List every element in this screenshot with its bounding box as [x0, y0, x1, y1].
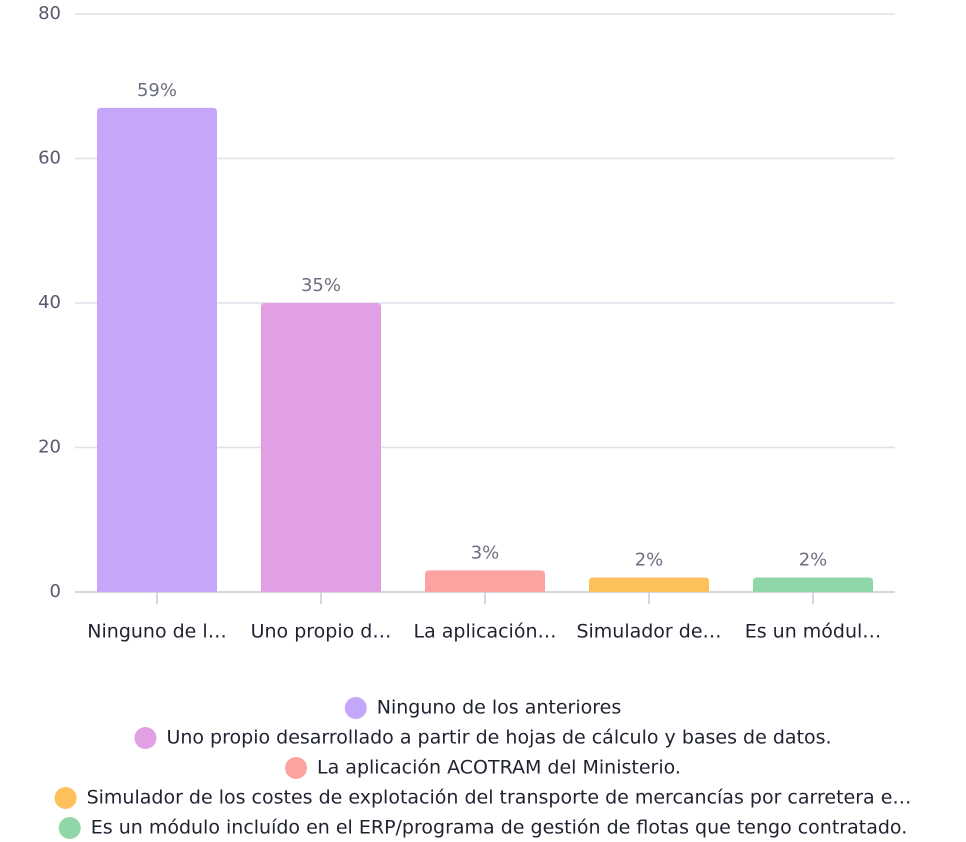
legend-label: Simulador de los costes de explotación d…: [87, 787, 912, 809]
legend-label: Uno propio desarrollado a partir de hoja…: [166, 727, 831, 749]
x-tick-label: Uno propio d…: [251, 621, 392, 643]
data-label: 3%: [471, 542, 500, 563]
y-tick-label: 60: [38, 148, 61, 169]
y-tick-label: 80: [38, 3, 61, 24]
x-tick-label: La aplicación…: [413, 621, 556, 643]
legend-swatch: [58, 817, 81, 839]
bar: [425, 570, 545, 592]
legend-swatch: [344, 697, 367, 719]
data-label: 2%: [635, 550, 664, 571]
legend-swatch: [285, 757, 308, 779]
bar: [261, 303, 381, 592]
y-tick-label: 40: [38, 292, 61, 313]
bar: [589, 577, 709, 592]
x-tick-label: Simulador de…: [576, 621, 721, 643]
bar: [97, 107, 217, 593]
data-label: 2%: [799, 550, 828, 571]
legend-label: Es un módulo incluído en el ERP/programa…: [91, 817, 908, 839]
legend-label: Ninguno de los anteriores: [377, 697, 622, 719]
y-tick-label: 20: [38, 437, 61, 458]
legend-swatch: [54, 787, 77, 809]
bar: [753, 577, 873, 592]
x-tick-label: Es un módul…: [745, 621, 882, 643]
data-label: 59%: [137, 80, 177, 101]
x-tick-label: Ninguno de l…: [87, 621, 226, 643]
legend-swatch: [134, 727, 157, 749]
y-tick-label: 0: [50, 581, 61, 602]
legend-label: La aplicación ACOTRAM del Ministerio.: [317, 757, 681, 779]
data-label: 35%: [301, 275, 341, 296]
